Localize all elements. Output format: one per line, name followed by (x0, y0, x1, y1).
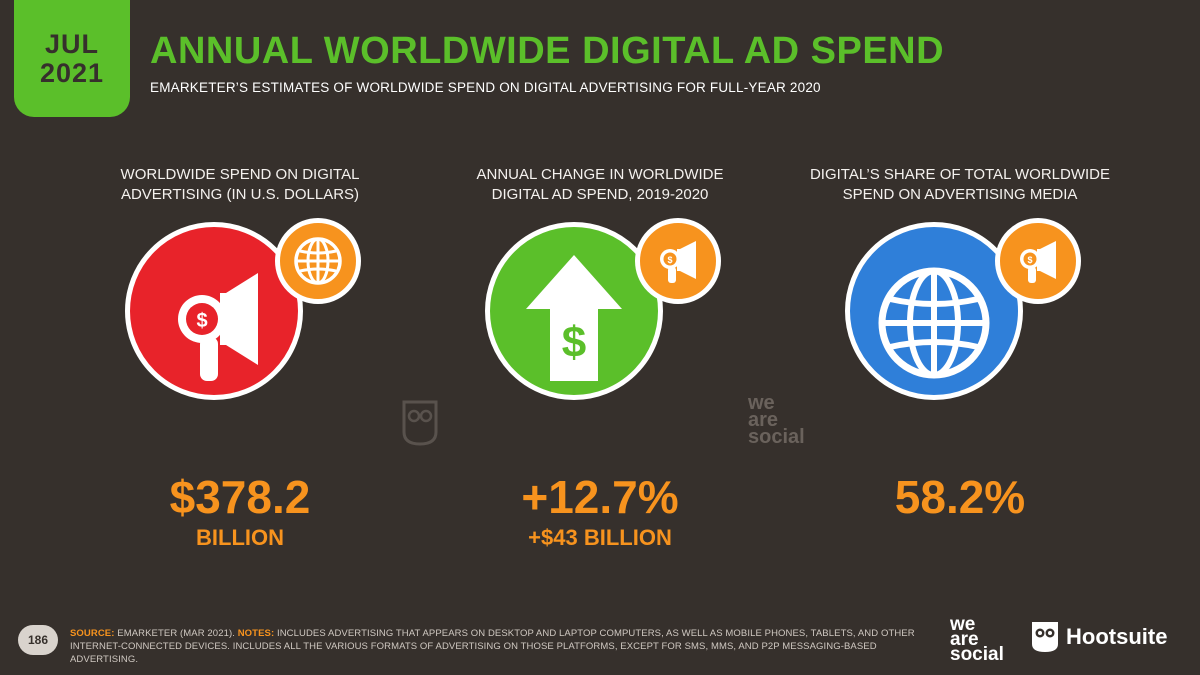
svg-text:$: $ (562, 318, 586, 367)
svg-text:$: $ (667, 255, 672, 265)
label-line: ANNUAL CHANGE IN WORLDWIDE (476, 166, 724, 183)
watermark-line: social (748, 426, 805, 448)
page-subtitle: EMARKETER’S ESTIMATES OF WORLDWIDE SPEND… (150, 80, 821, 95)
column-label: DIGITAL’S SHARE OF TOTAL WORLDWIDE SPEND… (800, 165, 1120, 209)
share-value: 58.2% (894, 471, 1026, 523)
notes-label: NOTES: (237, 628, 275, 639)
page-number: 186 (18, 625, 58, 655)
spend-icon-group: $ (125, 218, 361, 402)
column-label: ANNUAL CHANGE IN WORLDWIDE DIGITAL AD SP… (440, 165, 760, 209)
hootsuite-logo: Hootsuite (1030, 620, 1167, 654)
share-icon-group: $ (845, 218, 1081, 402)
globe-icon (845, 222, 1023, 400)
source-notes: SOURCE: EMARKETER (MAR 2021). NOTES: INC… (70, 627, 920, 666)
hootsuite-owl-icon (400, 398, 440, 451)
notes-text: INCLUDES ADVERTISING THAT APPEARS ON DES… (70, 628, 915, 665)
arrow-up-dollar-icon: $ (485, 222, 663, 400)
change-icon-group: $ $ (485, 218, 721, 402)
logo-line: are (950, 629, 979, 650)
globe-icon (275, 218, 361, 304)
source-label: SOURCE: (70, 628, 115, 639)
megaphone-dollar-icon: $ (995, 218, 1081, 304)
spend-value: $378.2 (169, 471, 311, 523)
change-value: +12.7% (521, 471, 679, 523)
label-line: DIGITAL AD SPEND, 2019-2020 (491, 186, 709, 203)
column-change: ANNUAL CHANGE IN WORLDWIDE DIGITAL AD SP… (440, 165, 760, 209)
megaphone-dollar-icon: $ (635, 218, 721, 304)
label-line: DIGITAL’S SHARE OF TOTAL WORLDWIDE (809, 166, 1111, 183)
page-title: ANNUAL WORLDWIDE DIGITAL AD SPEND (150, 30, 945, 72)
source-text: EMARKETER (MAR 2021). (114, 628, 238, 639)
date-badge: JUL 2021 (14, 0, 130, 117)
column-share: DIGITAL’S SHARE OF TOTAL WORLDWIDE SPEND… (800, 165, 1120, 209)
hootsuite-owl-icon (1032, 622, 1058, 652)
label-line: SPEND ON ADVERTISING MEDIA (842, 186, 1078, 203)
date-year: 2021 (39, 57, 105, 88)
change-sub-value: +$43 BILLION (528, 525, 672, 550)
watermark-line: we (748, 392, 775, 414)
spend-sub-value: BILLION (196, 525, 284, 550)
we-are-social-watermark: we are social (748, 392, 805, 448)
column-spend: WORLDWIDE SPEND ON DIGITAL ADVERTISING (… (80, 165, 400, 209)
svg-text:$: $ (1027, 255, 1032, 265)
hootsuite-name: Hootsuite (1066, 624, 1168, 649)
column-label: WORLDWIDE SPEND ON DIGITAL ADVERTISING (… (80, 165, 400, 209)
logo-line: social (950, 644, 1004, 665)
label-line: ADVERTISING (IN U.S. DOLLARS) (120, 186, 360, 203)
label-line: WORLDWIDE SPEND ON DIGITAL (120, 166, 360, 183)
megaphone-dollar-icon: $ (125, 222, 303, 400)
date-month: JUL (44, 29, 99, 60)
logo-line: we (950, 614, 976, 635)
svg-text:$: $ (196, 310, 207, 332)
watermark-line: are (748, 409, 779, 431)
we-are-social-logo: we are social (950, 614, 1004, 665)
